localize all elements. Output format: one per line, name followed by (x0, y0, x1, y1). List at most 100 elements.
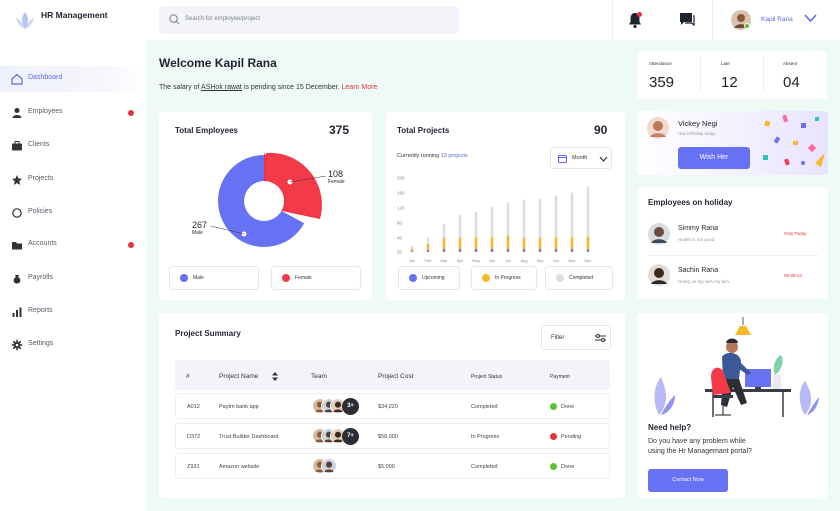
sidebar-item-projects[interactable]: Projects (0, 167, 146, 193)
bar-upcoming[interactable] (490, 248, 494, 252)
col-header-project-name[interactable]: Project Name (219, 373, 259, 380)
x-tick-label: Nov (568, 258, 575, 263)
bar-in-progress[interactable] (506, 235, 510, 252)
late-label: Late (721, 61, 730, 66)
col-header-number: # (186, 373, 190, 380)
project-name: Trust Builder Dashboard (219, 434, 279, 440)
filter-label: Filter (551, 335, 565, 341)
wish-her-button[interactable]: Wish Her (678, 147, 750, 169)
bar-in-progress[interactable] (522, 237, 526, 252)
bar-upcoming[interactable] (474, 248, 478, 252)
sidebar-item-dashboard[interactable]: Dashboard (0, 66, 146, 92)
x-tick-label: Feb (425, 258, 433, 263)
bar-in-progress[interactable] (426, 243, 430, 252)
bar-in-progress[interactable] (442, 237, 446, 252)
bar-upcoming[interactable] (570, 249, 574, 252)
search-icon (169, 14, 180, 25)
sidebar-item-settings[interactable]: Settings (0, 332, 146, 358)
project-cost: $5,000 (378, 464, 395, 470)
table-row[interactable]: Z931 Amazon website $5,000 Completed Done (175, 453, 610, 479)
bar-in-progress[interactable] (490, 236, 494, 252)
contact-now-button[interactable]: Contact Now (648, 469, 728, 492)
sidebar-item-employees[interactable]: Employees (0, 100, 146, 126)
filter-button[interactable]: Filter (541, 325, 611, 350)
holiday-person-name: Simmy Rana (678, 225, 719, 232)
sidebar-item-policies[interactable]: Policies (0, 200, 146, 226)
user-avatar[interactable] (731, 10, 751, 30)
female-value: 108 (328, 169, 344, 179)
help-card: Need help? Do you have any problem while… (637, 313, 828, 498)
sidebar-item-reports[interactable]: Reports (0, 299, 146, 325)
project-id: A012 (187, 404, 200, 410)
help-title: Need help? (648, 423, 692, 432)
sidebar-item-payrolls[interactable]: Payrolls (0, 266, 146, 292)
period-label: Month (572, 155, 588, 161)
birthday-name: Vickey Negi (678, 119, 718, 128)
bell-icon[interactable] (627, 11, 643, 29)
notice-suffix: is pending since 15 December. (241, 84, 342, 91)
total-projects-count: 90 (594, 123, 608, 137)
payment-status: Pending (561, 434, 582, 440)
gear-icon (11, 339, 23, 351)
employee-link[interactable]: ASHok rawat (201, 84, 242, 91)
bar-upcoming[interactable] (506, 249, 510, 252)
holiday-person-reason: Health is not good. (678, 237, 716, 242)
bar-upcoming[interactable] (586, 249, 590, 252)
total-projects-title: Total Projects (397, 126, 450, 135)
col-header-payment: Payment (550, 374, 570, 380)
bar-upcoming[interactable] (554, 249, 558, 252)
team-more-badge[interactable]: 3+ (342, 398, 359, 415)
money-bag-icon (13, 275, 21, 284)
male-callout-label: Male (192, 230, 203, 236)
bar-upcoming[interactable] (458, 249, 462, 252)
bar-in-progress[interactable] (538, 237, 542, 252)
notification-dot (128, 242, 134, 248)
sort-icon[interactable] (272, 372, 278, 381)
app-title: HR Management (41, 10, 108, 20)
sidebar-item-clients[interactable]: Clients (0, 133, 146, 159)
bar-upcoming[interactable] (410, 251, 414, 252)
bar-in-progress[interactable] (554, 236, 558, 252)
holiday-person-reason: Going on trip with my fam. (678, 279, 731, 284)
payment-status-dot (550, 463, 557, 470)
running-projects-link[interactable]: 13 projects (440, 153, 468, 159)
bar-in-progress[interactable] (458, 237, 462, 252)
team-more-badge[interactable]: 7+ (342, 428, 359, 445)
project-id: D372 (187, 434, 201, 440)
home-icon (11, 73, 23, 85)
payment-status-dot (550, 433, 557, 440)
bar-upcoming[interactable] (538, 249, 542, 252)
help-text-line1: Do you have any problem while (648, 438, 746, 445)
calendar-icon (558, 155, 567, 163)
y-tick-label: 160 (397, 191, 405, 196)
bar-upcoming[interactable] (426, 249, 430, 252)
learn-more-link[interactable]: Learn More (341, 84, 378, 91)
female-slice[interactable] (266, 152, 322, 219)
table-header (175, 360, 610, 390)
search-input[interactable]: Search for employee/project (159, 6, 459, 34)
bar-in-progress[interactable] (570, 236, 574, 252)
bar-upcoming[interactable] (522, 249, 526, 252)
period-select[interactable]: Month (550, 147, 612, 169)
x-tick-label: Jun (489, 258, 495, 263)
user-name: Kapil Rana (761, 16, 793, 23)
bar-upcoming[interactable] (442, 249, 446, 252)
chevron-down-icon[interactable] (804, 14, 817, 23)
bar-completed[interactable] (586, 187, 590, 252)
bar-in-progress[interactable] (586, 236, 590, 252)
running-text: Currently running 13 projects (397, 153, 468, 159)
total-employees-count: 375 (329, 123, 350, 137)
bar-in-progress[interactable] (474, 236, 478, 252)
chat-icon[interactable] (679, 12, 695, 27)
app-logo: HR Management (12, 8, 132, 38)
sidebar-item-label: Projects (28, 175, 54, 182)
male-slice[interactable] (218, 155, 305, 247)
table-row[interactable]: A012 Paytm bank app 3+ $34,220 Completed Done (175, 393, 610, 419)
bar-in-progress[interactable] (410, 248, 414, 252)
female-leader-line (289, 175, 327, 183)
divider (648, 255, 818, 256)
sidebar-item-accounts[interactable]: Accounts (0, 232, 146, 258)
table-row[interactable]: D372 Trust Builder Dashboard 7+ $58,000 In P… (175, 423, 610, 449)
y-tick-label: 80 (397, 221, 403, 226)
holiday-date: 06-08-22 (784, 273, 803, 278)
